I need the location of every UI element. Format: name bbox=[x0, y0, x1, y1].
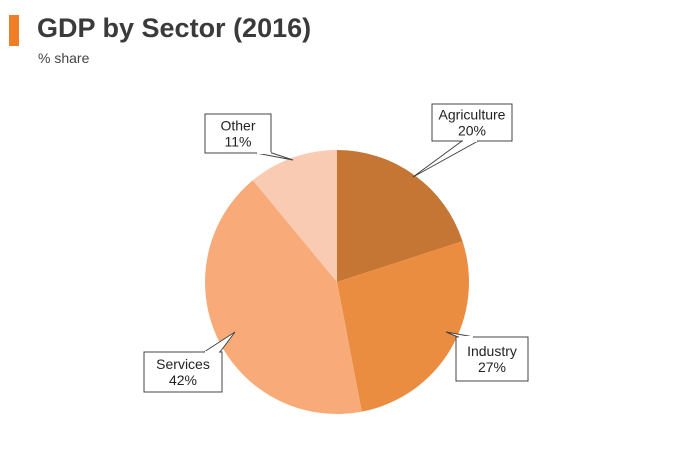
label-pointer-agriculture bbox=[412, 140, 480, 178]
pie-slice-agriculture bbox=[337, 150, 463, 282]
label-box-services bbox=[143, 351, 223, 393]
label-name-other: Other bbox=[220, 118, 255, 134]
label-value-agriculture: 20% bbox=[458, 123, 486, 139]
label-value-industry: 27% bbox=[478, 359, 506, 375]
label-box-agriculture bbox=[431, 103, 513, 142]
chart-subtitle: % share bbox=[38, 50, 90, 66]
pie-slice-industry bbox=[337, 241, 470, 412]
pie-slice-other bbox=[252, 150, 337, 282]
label-name-agriculture: Agriculture bbox=[439, 107, 506, 123]
label-value-other: 11% bbox=[225, 134, 252, 150]
label-value-services: 42% bbox=[169, 372, 197, 388]
label-box-industry bbox=[455, 336, 529, 382]
label-name-industry: Industry bbox=[467, 343, 517, 359]
title-accent-bar bbox=[9, 15, 19, 46]
label-pointer-other bbox=[255, 152, 294, 161]
pie-slice-services bbox=[205, 180, 362, 415]
label-box-other bbox=[204, 113, 272, 154]
chart-title: GDP by Sector (2016) bbox=[37, 13, 312, 43]
label-name-services: Services bbox=[156, 356, 210, 372]
